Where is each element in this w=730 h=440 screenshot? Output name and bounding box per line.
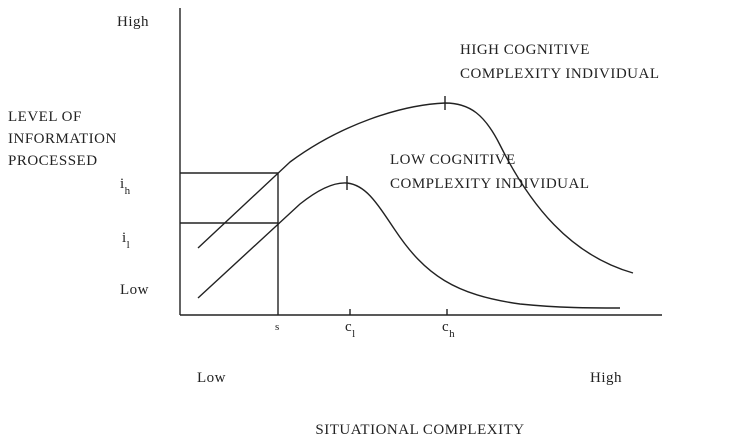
- y-low: Low: [120, 282, 149, 298]
- y-marker: il: [122, 230, 130, 251]
- low-complexity-curve: [197, 182, 621, 309]
- y-title: LEVEL OF: [8, 109, 82, 125]
- x-title: SITUATIONAL COMPLEXITY: [315, 422, 524, 438]
- y-title: PROCESSED: [8, 153, 98, 169]
- x-marker: s: [275, 321, 280, 333]
- curve-label: COMPLEXITY INDIVIDUAL: [390, 176, 590, 192]
- x-marker: ch: [442, 319, 455, 340]
- curve-label: LOW COGNITIVE: [390, 152, 516, 168]
- y-high: High: [117, 14, 149, 30]
- x-marker: cl: [345, 319, 356, 340]
- y-marker: ih: [120, 176, 131, 197]
- curve-label: COMPLEXITY INDIVIDUAL: [460, 66, 660, 82]
- curve-label: HIGH COGNITIVE: [460, 42, 590, 58]
- y-title: INFORMATION: [8, 131, 117, 147]
- x-low: Low: [197, 370, 226, 386]
- high-complexity-curve: [197, 102, 634, 274]
- x-high: High: [590, 370, 622, 386]
